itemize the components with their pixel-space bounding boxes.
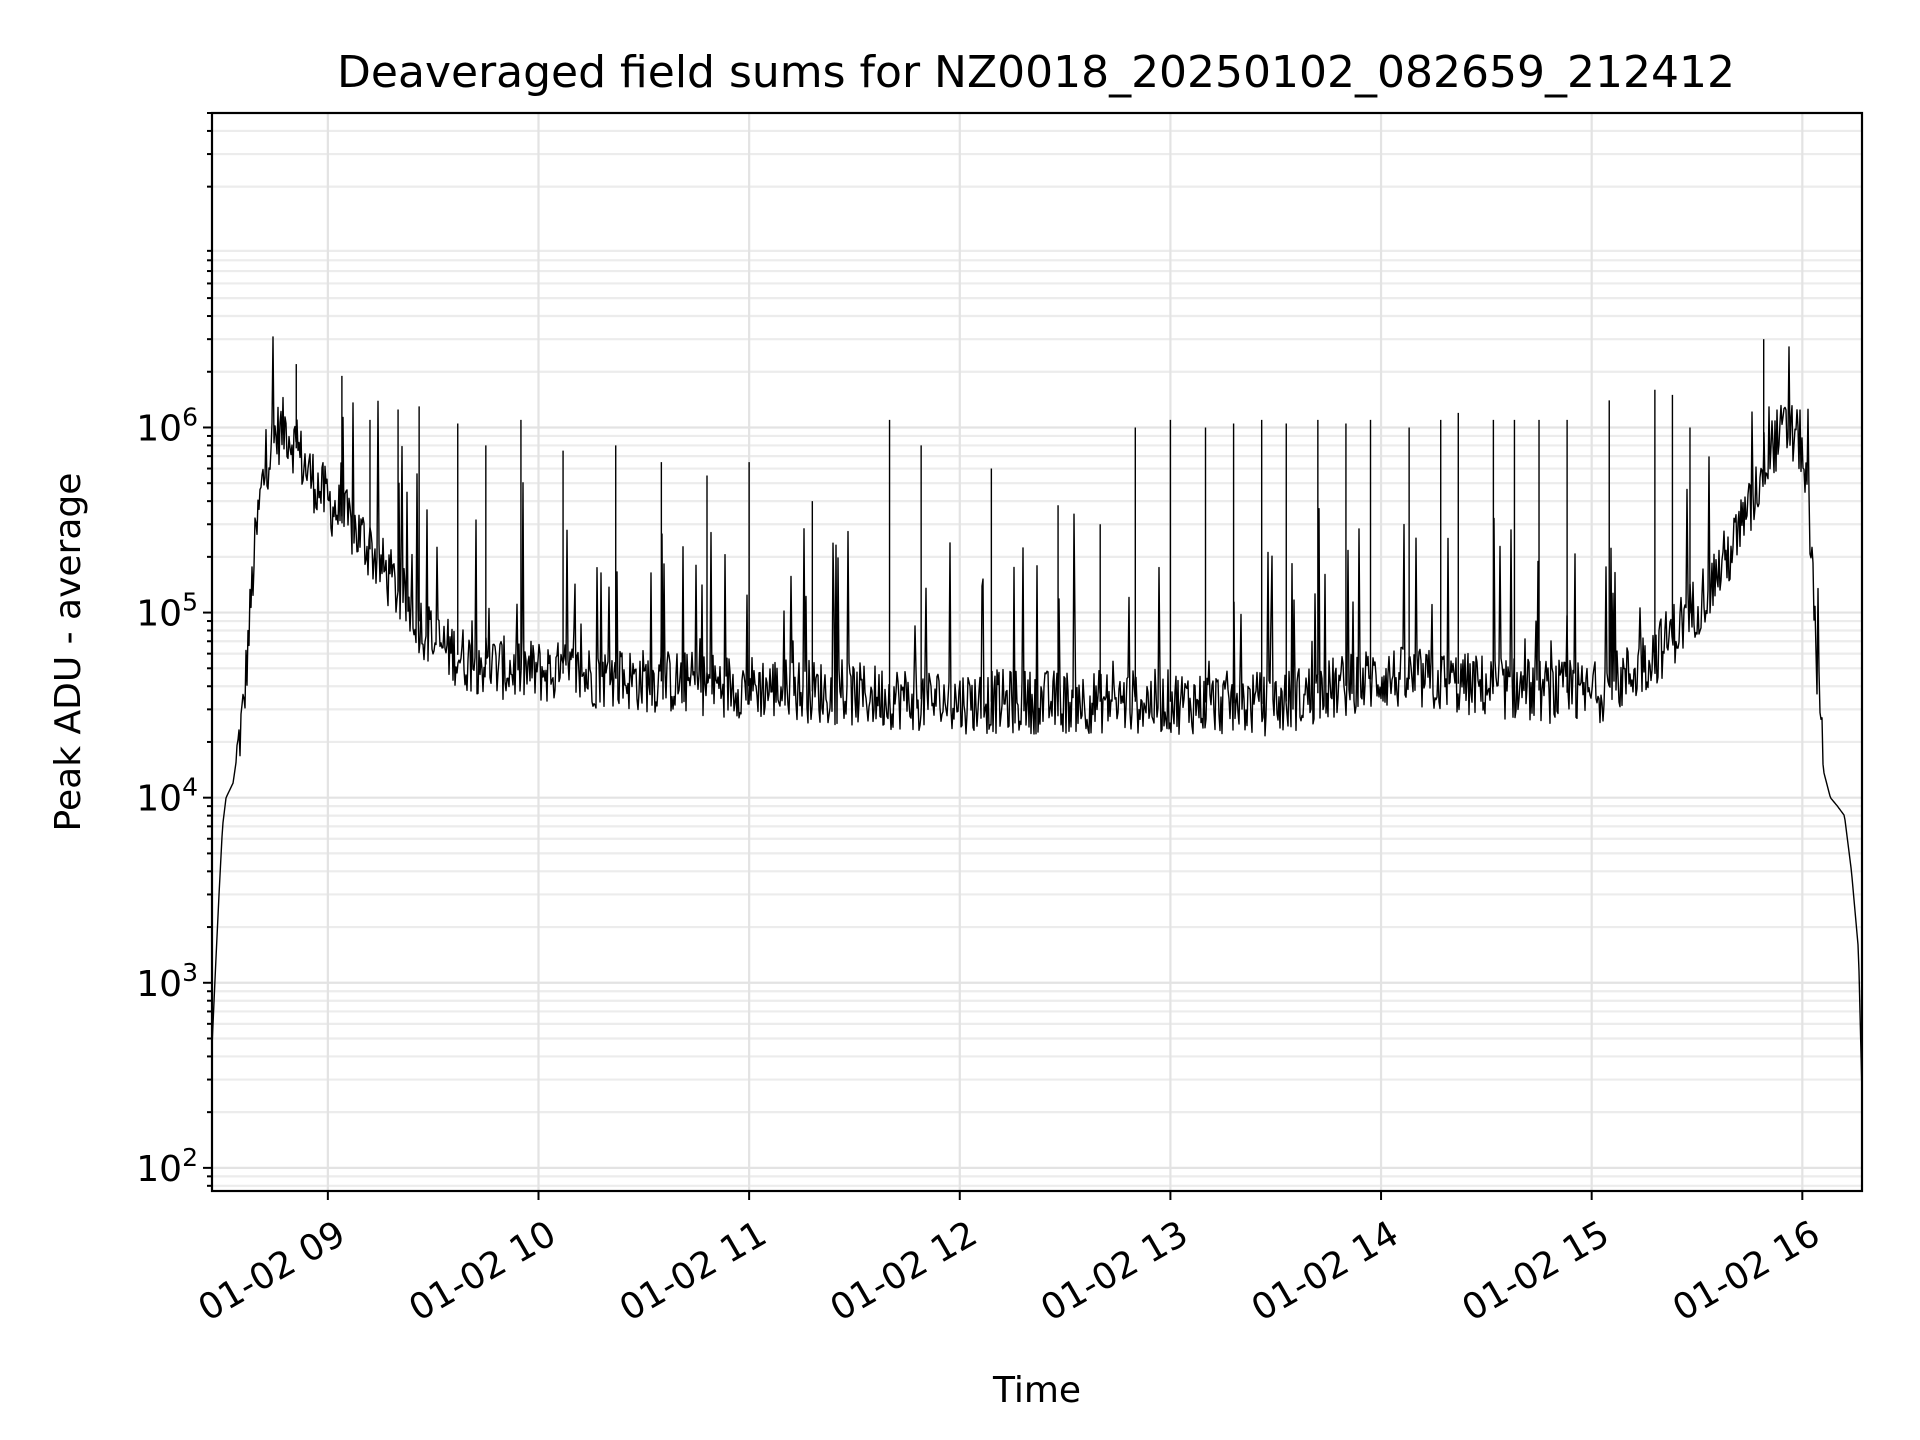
y-tick-label: 103 — [136, 958, 198, 1005]
y-tick-label: 105 — [136, 588, 198, 635]
y-tick-label: 104 — [136, 773, 198, 820]
grid — [212, 111, 1862, 1191]
y-tick-label: 102 — [136, 1143, 198, 1190]
y-axis-label: Peak ADU - average — [48, 473, 89, 832]
axes-frame — [210, 111, 1864, 1193]
x-axis-label: Time — [992, 1370, 1081, 1411]
chart-title: Deaveraged field sums for NZ0018_2025010… — [337, 47, 1735, 98]
y-tick-label: 106 — [136, 402, 198, 449]
y-axis: 102 103 104 105 106 — [136, 112, 212, 1190]
plot-area — [211, 336, 1863, 1095]
series-line — [211, 336, 1863, 1095]
